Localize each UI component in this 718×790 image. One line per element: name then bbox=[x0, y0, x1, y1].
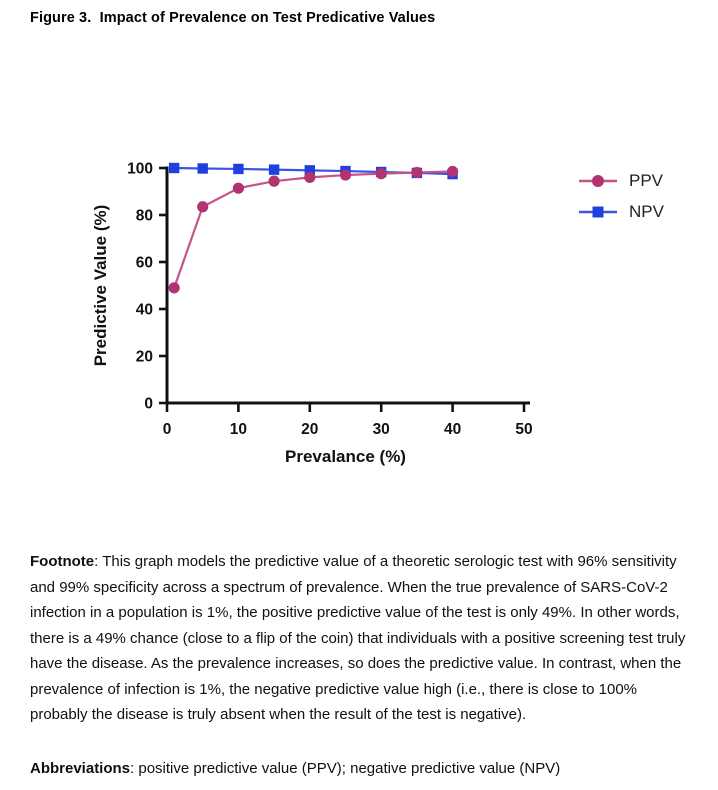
x-tick-label: 40 bbox=[444, 421, 461, 438]
ppv-data-point bbox=[168, 282, 180, 294]
y-axis-title: Predictive Value (%) bbox=[91, 205, 110, 367]
ppv-data-point bbox=[232, 182, 244, 194]
y-tick-label: 80 bbox=[136, 208, 153, 225]
npv-data-point bbox=[268, 164, 280, 175]
footnote-paragraph: Footnote: This graph models the predicti… bbox=[30, 549, 692, 728]
footnote-text: : This graph models the predictive value… bbox=[30, 553, 686, 723]
legend-item-ppv: PPV bbox=[578, 170, 664, 192]
x-axis-title: Prevalance (%) bbox=[285, 447, 406, 466]
y-tick-label: 60 bbox=[136, 255, 153, 272]
ppv-data-point bbox=[411, 166, 423, 179]
ppv-data-point bbox=[447, 165, 459, 178]
x-tick-label: 30 bbox=[373, 421, 390, 438]
npv-data-point bbox=[304, 165, 315, 176]
ppv-data-point bbox=[268, 175, 280, 187]
figure-title: Figure 3. Impact of Prevalence on Test P… bbox=[30, 10, 436, 26]
ppv-data-point bbox=[339, 169, 352, 181]
ppv-legend-marker-icon bbox=[579, 175, 617, 187]
chart-legend: PPV NPV bbox=[578, 170, 664, 223]
x-tick-label: 0 bbox=[163, 421, 172, 438]
abbreviations-text: : positive predictive value (PPV); negat… bbox=[130, 760, 561, 777]
legend-item-npv: NPV bbox=[578, 201, 664, 223]
legend-label-ppv: PPV bbox=[629, 171, 664, 190]
npv-data-point bbox=[197, 163, 208, 174]
ppv-data-point bbox=[304, 171, 316, 183]
x-tick-label: 50 bbox=[515, 421, 532, 438]
footnote-label: Footnote bbox=[30, 553, 95, 570]
npv-legend-marker-icon bbox=[579, 206, 617, 218]
legend-label-npv: NPV bbox=[629, 202, 664, 221]
line-chart: 0 20 40 60 80 100 0 10 20 30 40 50 Prevalance (%) Pre… bbox=[91, 161, 533, 467]
npv-data-point bbox=[233, 163, 244, 175]
y-tick-label: 20 bbox=[136, 349, 153, 366]
abbreviations-label: Abbreviations bbox=[30, 760, 131, 777]
ppv-data-point bbox=[197, 201, 209, 213]
ppv-data-point bbox=[375, 168, 387, 180]
abbreviations-paragraph: Abbreviations: positive predictive value… bbox=[30, 756, 692, 782]
y-tick-label: 100 bbox=[127, 161, 153, 178]
x-tick-label: 10 bbox=[230, 421, 247, 438]
chart-container: 0 20 40 60 80 100 0 10 20 30 40 50 Prevalance (%) Pre… bbox=[60, 140, 540, 470]
y-tick-label: 40 bbox=[136, 302, 153, 319]
y-tick-label: 0 bbox=[144, 396, 153, 413]
x-tick-label: 20 bbox=[301, 421, 318, 438]
npv-data-point bbox=[168, 162, 180, 174]
ppv-line bbox=[173, 170, 453, 289]
